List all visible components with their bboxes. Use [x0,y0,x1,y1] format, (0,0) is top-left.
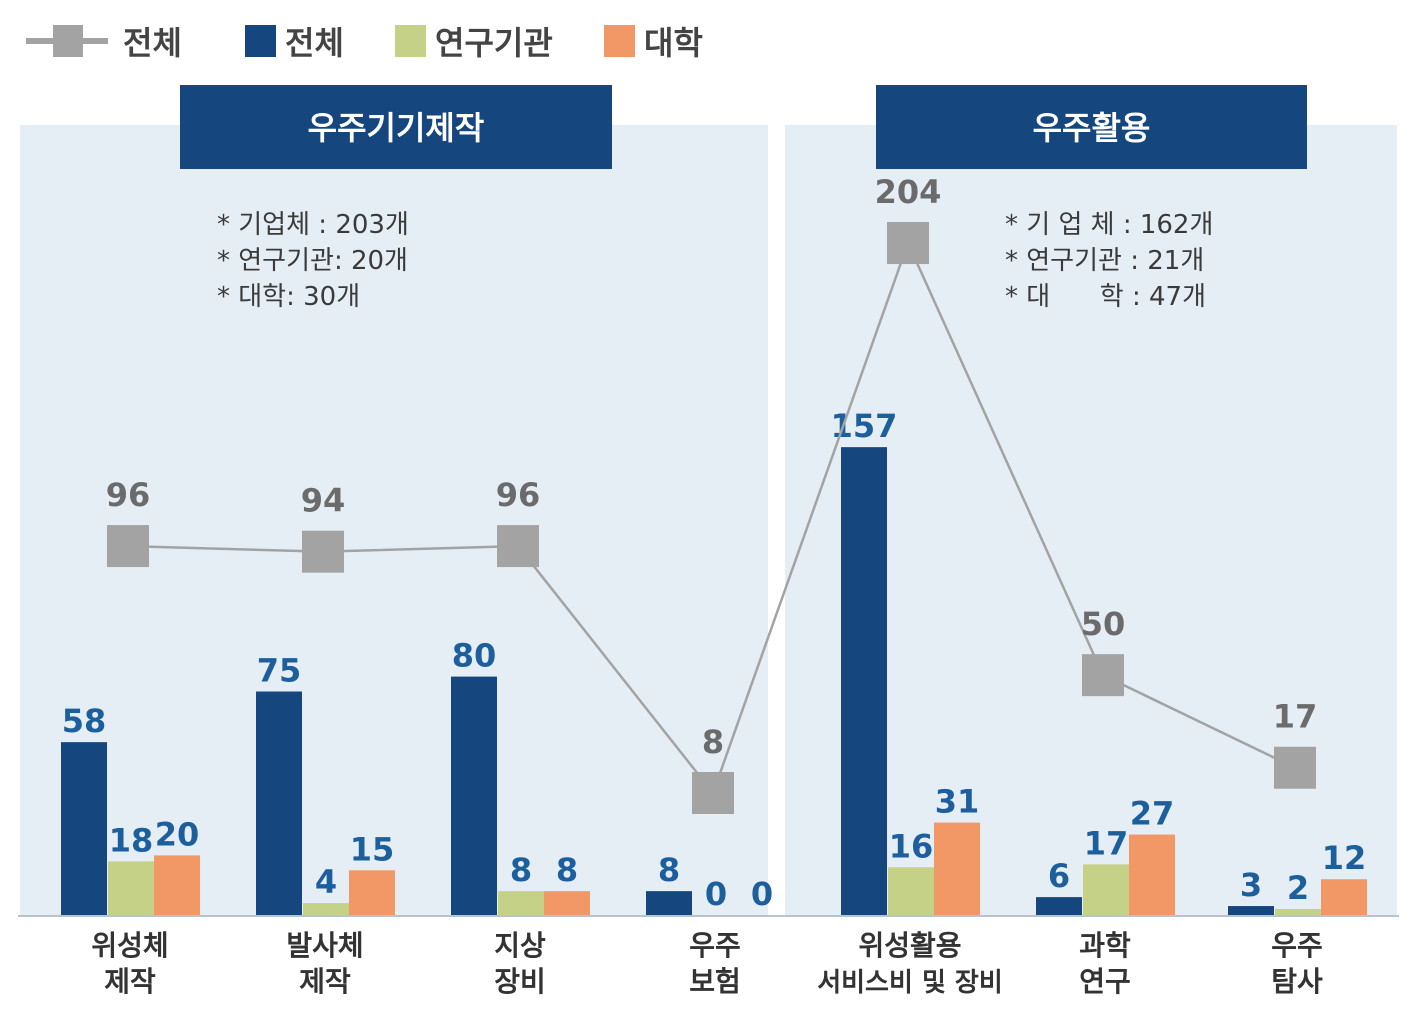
line-value-label: 8 [702,723,724,761]
panel-header [180,85,612,169]
bar-total [1036,897,1082,915]
bar-institutes [108,861,154,915]
category-label: 위성체 [91,929,168,962]
bar-total [841,447,887,915]
line-value-label: 94 [301,482,346,520]
bar-universities [544,891,590,915]
category-label: 우주 [1271,929,1323,962]
bar-value-label: 3 [1240,866,1262,904]
legend-marker-swatch [53,25,83,57]
panel-header [876,85,1307,169]
line-value-label: 204 [875,173,942,211]
legend-swatch [395,25,426,57]
bar-total [646,891,692,915]
bar-value-label: 8 [556,851,578,889]
bar-total [256,691,302,915]
panel-background [20,125,768,915]
bar-value-label: 27 [1130,795,1175,833]
bar-value-label: 16 [889,827,934,865]
bar-value-label: 157 [831,407,898,445]
line-marker [692,772,734,814]
category-label: 장비 [494,965,546,998]
legend-swatch [604,25,635,57]
line-marker [887,222,929,265]
bar-universities [349,870,395,915]
panel-title: 우주활용 [1033,109,1151,147]
bar-value-label: 18 [109,821,154,859]
category-label: 우주 [689,929,741,962]
bar-value-label: 6 [1048,857,1070,895]
bar-universities [1321,879,1367,915]
bar-value-label: 4 [315,863,337,901]
category-label: 탐사 [1271,965,1323,998]
bar-total [1228,906,1274,915]
category-label: 제작 [299,965,351,998]
bar-value-label: 31 [935,783,980,821]
bar-value-label: 2 [1287,869,1309,907]
panel-note: * 기업체 : 203개 [217,210,409,240]
legend-label: 연구기관 [435,24,553,62]
bar-value-label: 75 [257,652,302,690]
category-label: 지상 [494,929,546,962]
bar-institutes [303,903,349,915]
bar-value-label: 12 [1322,839,1367,877]
bar-institutes [498,891,544,915]
category-label: 보험 [689,965,741,998]
legend-label: 대학 [644,24,703,62]
bar-value-label: 17 [1084,824,1129,862]
category-label: 서비스비 및 장비 [817,968,1003,998]
line-value-label: 96 [496,476,541,514]
line-marker [107,525,149,568]
bar-universities [154,855,200,915]
panel-title: 우주기기제작 [308,109,485,147]
bar-total [61,742,107,915]
line-value-label: 50 [1081,605,1126,643]
bar-value-label: 80 [452,637,497,675]
legend-label: 전체 [285,24,344,62]
bar-value-label: 58 [62,702,107,740]
panel-note: * 대학: 30개 [217,282,360,312]
category-label: 연구 [1079,965,1131,998]
line-marker [1082,654,1124,697]
bar-value-label: 15 [350,830,395,868]
bar-value-label: 8 [658,851,680,889]
bar-institutes [1083,864,1129,915]
bar-value-label: 8 [510,851,532,889]
legend-swatch [245,25,276,57]
line-marker [1274,746,1316,789]
legend-label: 전체 [123,24,182,62]
panel-note: * 대 학 : 47개 [1005,282,1206,312]
bar-value-label: 0 [751,875,773,913]
bar-value-label: 0 [705,875,727,913]
line-marker [497,525,539,568]
panel-note: * 기 업 체 : 162개 [1005,210,1213,240]
panel-note: * 연구기관: 20개 [217,246,408,276]
category-label: 과학 [1079,929,1131,962]
category-label: 발사체 [286,929,363,962]
bar-universities [934,822,980,915]
bar-total [451,676,497,915]
bar-value-label: 20 [155,815,200,853]
bar-institutes [888,867,934,915]
line-marker [302,530,344,573]
line-value-label: 96 [106,476,151,514]
panel-note: * 연구기관 : 21개 [1005,246,1204,276]
category-label: 위성활용 [858,929,961,962]
line-value-label: 17 [1273,698,1318,736]
bar-universities [1129,834,1175,915]
category-label: 제작 [104,965,156,998]
bar-institutes [1275,909,1321,915]
